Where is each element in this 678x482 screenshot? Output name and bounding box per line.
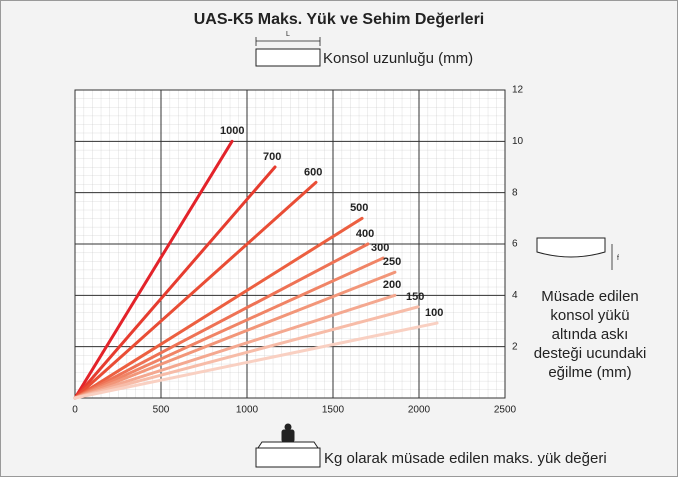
bottom-icon <box>255 423 321 468</box>
series-label: 100 <box>425 307 443 319</box>
y-tick-label: 8 <box>512 187 518 198</box>
series-label: 600 <box>304 166 322 178</box>
x-axis-label: Kg olarak müsade edilen maks. yük değeri <box>324 450 607 467</box>
series-label: 500 <box>350 202 368 214</box>
line <box>73 293 397 400</box>
series-label: 400 <box>356 228 374 240</box>
series-label: 700 <box>263 151 281 163</box>
line <box>73 165 277 400</box>
x-tick-label: 2500 <box>494 405 517 416</box>
top-icon <box>255 37 321 67</box>
line <box>73 321 439 400</box>
y-axis-label: eğilme (mm) <box>548 364 631 381</box>
y-tick-label: 2 <box>512 341 518 352</box>
x-tick-label: 1500 <box>322 405 345 416</box>
plot-border <box>74 89 506 399</box>
y-axis-label: Müsade edilen <box>541 288 639 305</box>
y-tick-label: 4 <box>512 290 518 301</box>
line <box>73 216 364 400</box>
right-icon <box>536 237 613 270</box>
chart-title: UAS-K5 Maks. Yük ve Sehim Değerleri <box>194 11 485 28</box>
y-axis-label: konsol yükü <box>550 307 629 324</box>
series-label: 250 <box>383 256 401 268</box>
series-label: 300 <box>371 242 389 254</box>
line <box>73 256 385 400</box>
y-tick-label: 12 <box>512 85 524 96</box>
series-label: 1000 <box>220 125 244 137</box>
x-tick-label: 1000 <box>236 405 259 416</box>
line <box>73 270 397 400</box>
y-axis-label: desteği ucundaki <box>534 345 647 362</box>
y-tick-label: 6 <box>512 239 518 250</box>
line <box>73 242 370 400</box>
series-label: 150 <box>406 291 424 303</box>
y-tick-label: 10 <box>512 136 524 147</box>
line <box>73 180 318 400</box>
top-label: Konsol uzunluğu (mm) <box>323 50 473 67</box>
series-label: 200 <box>383 279 401 291</box>
x-tick-label: 500 <box>153 405 170 416</box>
line <box>73 139 234 400</box>
x-tick-label: 0 <box>72 405 78 416</box>
right-icon-label: f <box>617 255 619 262</box>
y-axis-label: altında askı <box>552 326 629 343</box>
x-tick-label: 2000 <box>408 405 431 416</box>
top-icon-label: L <box>286 31 290 38</box>
line <box>73 305 420 400</box>
